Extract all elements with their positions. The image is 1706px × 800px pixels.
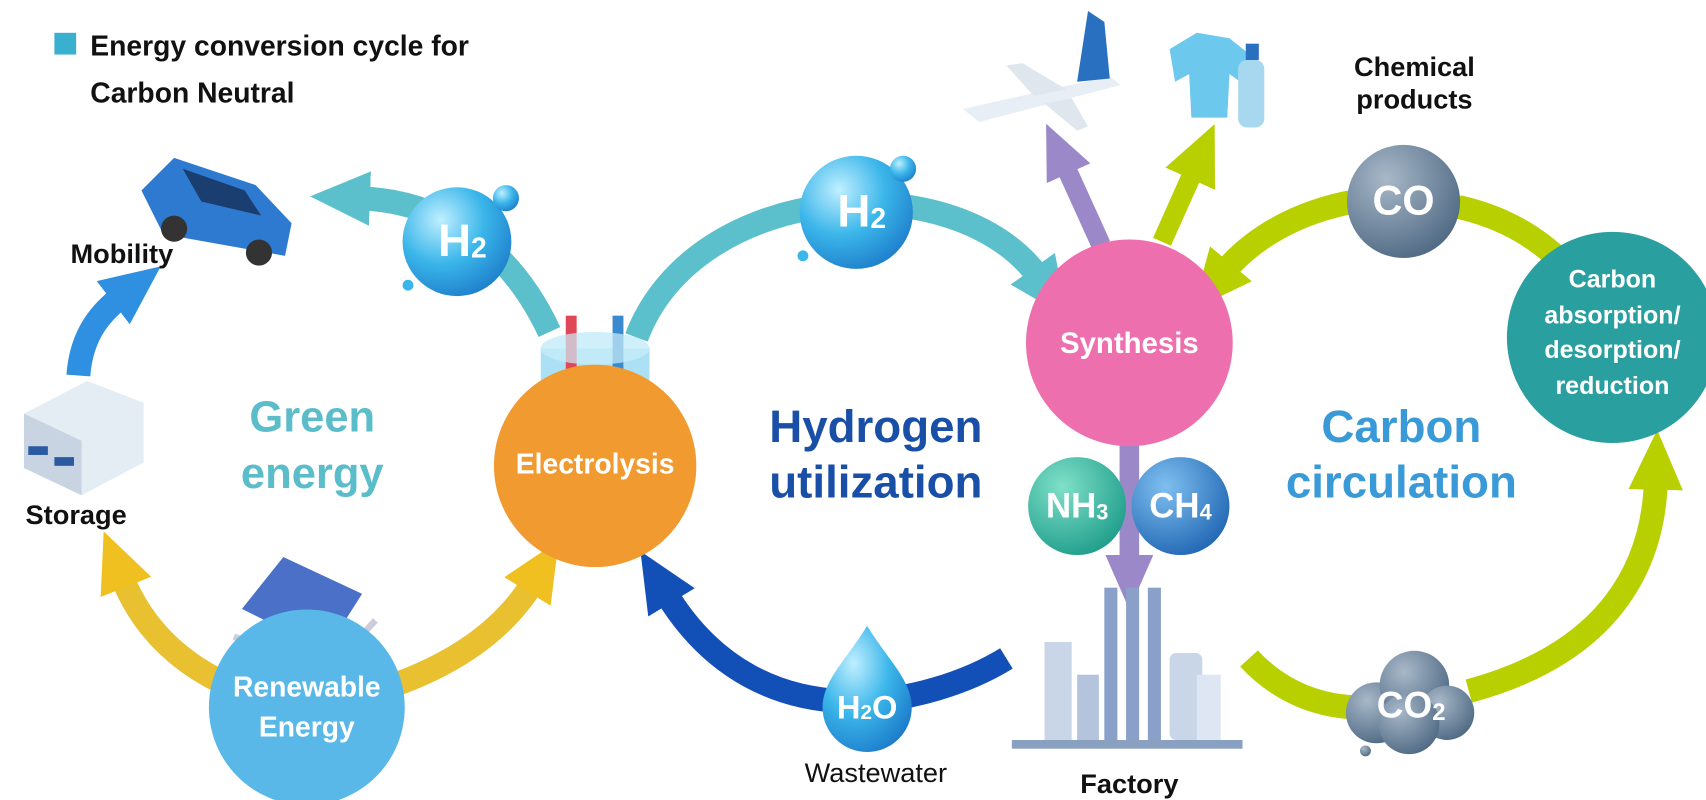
molecule: H2 — [837, 186, 886, 237]
node-circle — [208, 609, 405, 800]
molecules: H2 H2 H2O NH3 CH4 CO CO2 — [402, 144, 1475, 757]
arrow — [66, 266, 161, 377]
node-circle — [1506, 231, 1706, 443]
node-circle — [493, 364, 697, 568]
node-circle — [1025, 239, 1233, 447]
title-marker — [54, 32, 77, 55]
molecule: NH3 — [1046, 486, 1108, 525]
bubble — [799, 155, 913, 269]
molecule: H2 — [438, 215, 487, 266]
label: Chemical — [1354, 51, 1475, 82]
molecule: H2O — [837, 688, 897, 725]
node-label: Carbon — [1569, 265, 1657, 293]
bubble — [1131, 457, 1230, 556]
bubble — [1028, 457, 1127, 556]
plane-icon — [962, 11, 1121, 131]
label: products — [1356, 84, 1472, 115]
section-label: Green — [249, 394, 375, 442]
title: Energy conversion cycle for Carbon Neutr… — [90, 29, 469, 108]
section-label: Hydrogen — [769, 401, 982, 452]
molecule: CH4 — [1149, 486, 1211, 525]
label: Mobility — [71, 238, 174, 269]
node-label: absorption/ — [1544, 301, 1680, 329]
title-line: Carbon Neutral — [90, 76, 294, 108]
section-label: Carbon — [1321, 401, 1481, 452]
label: Storage — [26, 499, 127, 530]
arrow — [1240, 650, 1361, 720]
molecule: CO2 — [1377, 684, 1446, 726]
label: Factory — [1080, 768, 1178, 799]
section-label: utilization — [769, 456, 982, 507]
section-label: energy — [241, 450, 384, 498]
cloud — [1345, 650, 1475, 757]
storage-icon — [23, 380, 144, 496]
shirt-icon — [1169, 32, 1265, 128]
section-label: circulation — [1286, 456, 1517, 507]
node-label: Synthesis — [1060, 327, 1199, 360]
drop — [822, 625, 912, 752]
node-label: Renewable — [233, 670, 381, 702]
molecule: CO — [1373, 178, 1435, 224]
arrow — [382, 540, 559, 700]
arrow — [1465, 429, 1683, 703]
node-label: Electrolysis — [516, 447, 675, 479]
bubble — [402, 187, 512, 297]
factory-icon — [1011, 587, 1243, 749]
node-label: Energy — [259, 711, 355, 743]
title-line: Energy conversion cycle for — [90, 29, 469, 61]
arrow — [1192, 189, 1357, 310]
arrow — [1046, 123, 1110, 250]
bubble — [1346, 144, 1461, 259]
car-icon — [141, 157, 292, 266]
arrow — [1153, 124, 1216, 246]
label: Wastewater — [805, 757, 948, 788]
node-label: desorption/ — [1544, 336, 1680, 364]
node-label: reduction — [1555, 372, 1669, 400]
